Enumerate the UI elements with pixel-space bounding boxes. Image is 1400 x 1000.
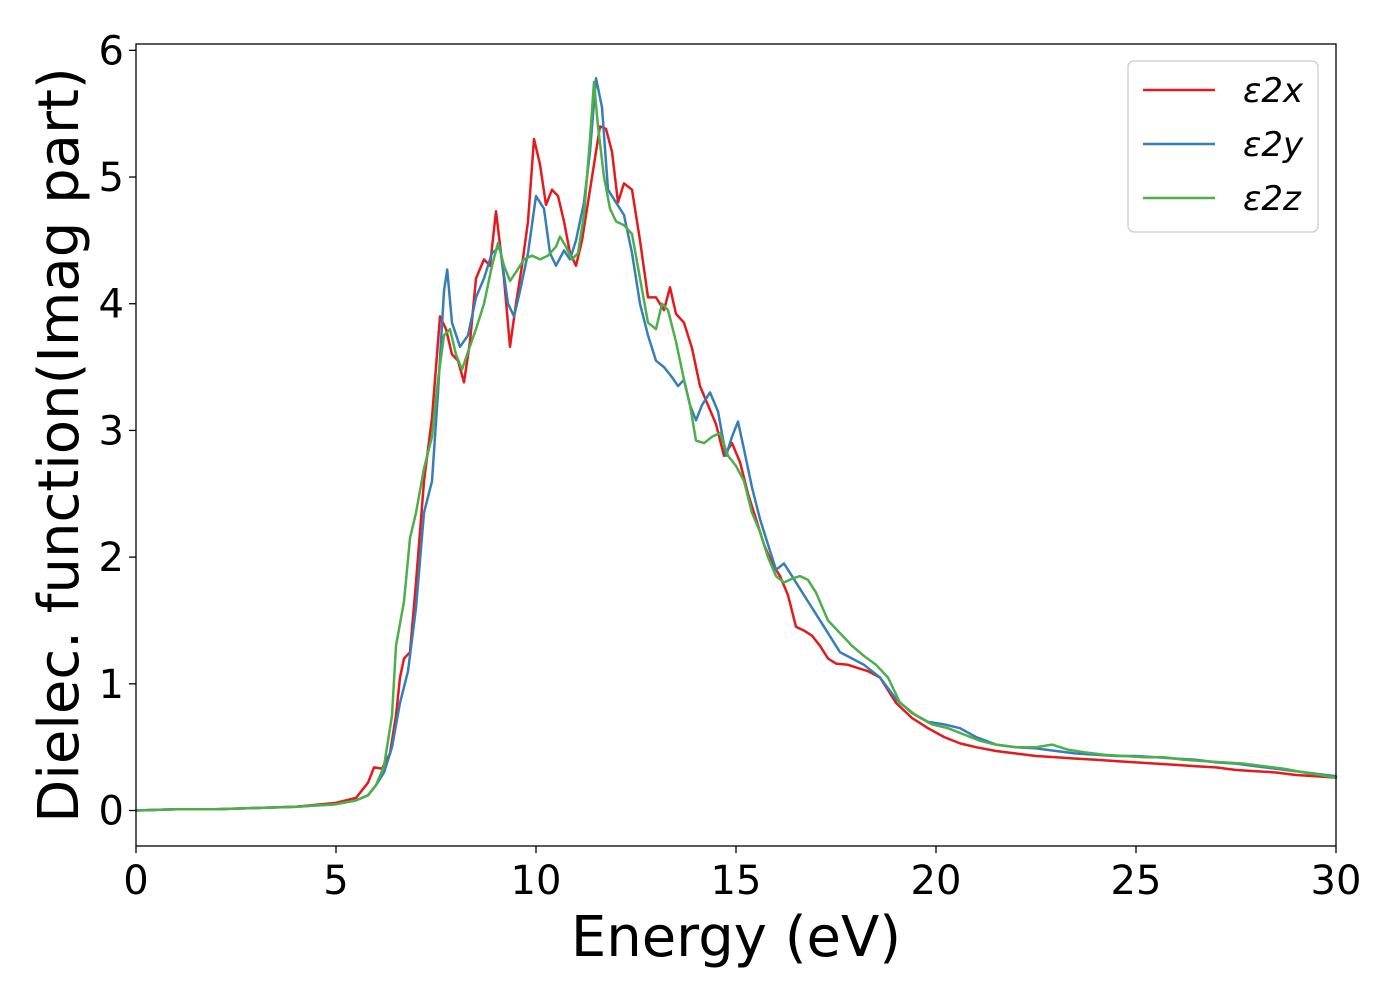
x-tick-label: 25 xyxy=(1111,858,1162,904)
legend-box xyxy=(1127,60,1319,233)
legend-label: ε2z xyxy=(1243,179,1302,219)
x-tick-label: 5 xyxy=(323,858,348,904)
x-axis-ticks: 0 5 10 15 20 25 30 xyxy=(123,846,1361,904)
y-tick-label: 1 xyxy=(99,662,124,708)
y-tick-label: 6 xyxy=(99,28,124,74)
x-tick-label: 15 xyxy=(711,858,762,904)
x-tick-label: 10 xyxy=(511,858,562,904)
y-tick-label: 5 xyxy=(99,155,124,201)
x-tick-label: 20 xyxy=(911,858,962,904)
y-tick-label: 0 xyxy=(99,789,124,835)
x-axis-label: Energy (eV) xyxy=(571,905,901,970)
x-tick-label: 30 xyxy=(1311,858,1362,904)
y-axis-ticks: 0 1 2 3 4 5 6 xyxy=(99,28,136,835)
legend: ε2x ε2y ε2z xyxy=(1127,60,1319,233)
series-line-1 xyxy=(134,125,1338,812)
y-tick-label: 4 xyxy=(99,282,124,328)
series-line-3 xyxy=(134,80,1338,812)
y-tick-label: 3 xyxy=(99,408,124,454)
y-tick-label: 2 xyxy=(99,535,124,581)
legend-label: ε2x xyxy=(1243,71,1304,111)
y-axis-label: Dielec. function(Imag part) xyxy=(27,67,92,823)
series-group xyxy=(134,76,1338,812)
x-tick-label: 0 xyxy=(123,858,148,904)
legend-label: ε2y xyxy=(1243,125,1304,165)
